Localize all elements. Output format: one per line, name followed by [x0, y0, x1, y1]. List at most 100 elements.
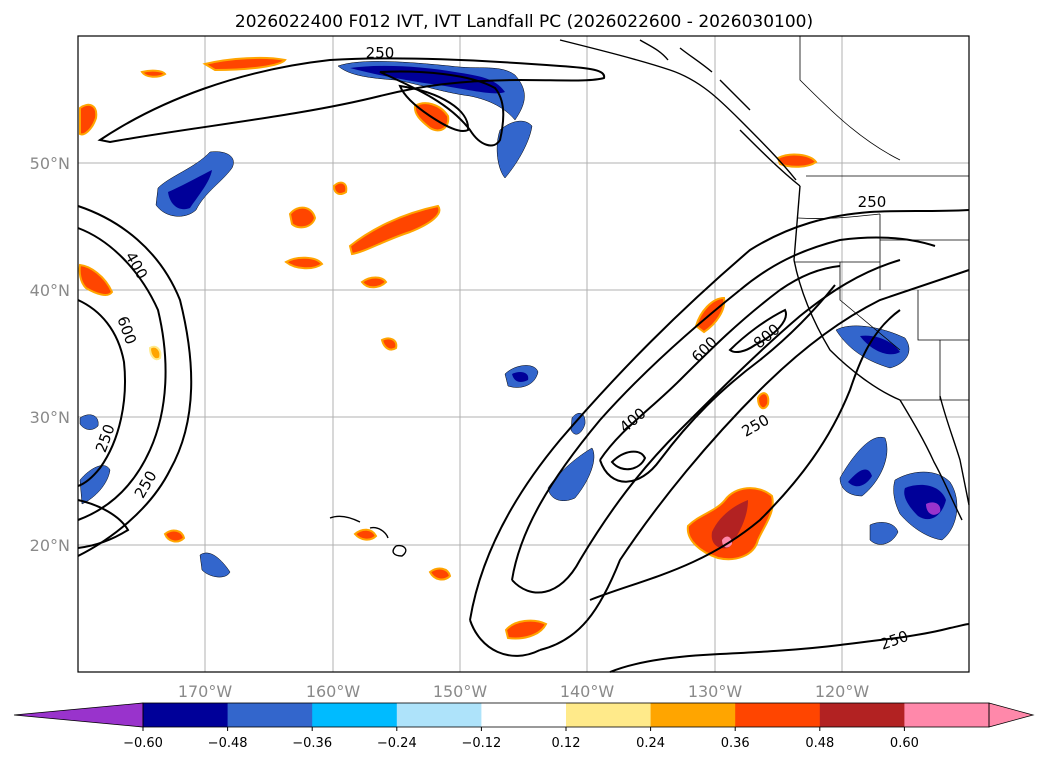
contour-600-west [77, 299, 126, 487]
lat-label-40n: 40°N [30, 281, 70, 300]
neg-anomaly-subtropic-1 [547, 447, 595, 501]
colorbar-segment [819, 703, 905, 727]
pos-anomaly-mid-5 [380, 337, 398, 351]
border-nv-ut [917, 290, 969, 341]
border-ca-nv [839, 262, 901, 351]
contour-250-east-outer [469, 209, 970, 621]
pos-anomaly-sw [163, 529, 186, 543]
pos-anomaly-mid-4 [360, 276, 388, 289]
pos-anomaly-subtropic-core [711, 500, 748, 549]
pos-anomaly-northwest [79, 103, 98, 136]
neg-anomaly-west-edge-2 [79, 414, 99, 430]
colorbar-tick-label: 0.60 [890, 736, 919, 751]
colorbar-segment [143, 703, 229, 727]
coastlines [329, 39, 970, 557]
colorbar-segment [227, 703, 313, 727]
colorbar-tick-label: −0.12 [461, 736, 501, 751]
lon-label-170w: 170°W [178, 682, 233, 701]
colorbar-extend-low [13, 702, 144, 728]
border-wa-or [797, 213, 881, 219]
contour-400-west [77, 227, 167, 521]
contour-400-east [511, 236, 936, 581]
colorbar-segment [312, 703, 398, 727]
colorbar-segment [481, 703, 567, 727]
coast-alaska-south [559, 39, 797, 181]
pos-anomaly-mid-2 [348, 204, 441, 256]
contour-250-east-inner [469, 619, 541, 657]
neg-anomaly-gulf-alaska [337, 61, 525, 121]
neg-anomaly-baja-1-core [848, 469, 872, 487]
neg-anomaly-gulf-alaska-core [350, 65, 505, 94]
contour-label: 250 [366, 44, 395, 62]
political-borders [794, 36, 969, 401]
colorbar-tick-label: 0.12 [552, 736, 581, 751]
pos-anomaly-west-edge [78, 263, 114, 296]
contour-250-sw-loop [589, 309, 901, 601]
pos-anomaly-mid-1 [288, 206, 317, 229]
colorbar-tick-label: 0.36 [721, 736, 750, 751]
coast-british-columbia [739, 129, 801, 187]
neg-anomaly-alaska-coast [496, 120, 533, 179]
neg-anomaly-west-edge [79, 465, 111, 505]
pc-shading [78, 56, 958, 640]
contour-250-north-inner [379, 70, 505, 147]
contour-250-north-outer [97, 57, 606, 144]
coast-california [793, 259, 901, 401]
contour-250-west-outer-south [77, 499, 130, 549]
pos-anomaly-bc [776, 153, 818, 168]
neg-anomaly-west-north-core [168, 170, 212, 210]
contour-600-east-inner [599, 284, 836, 483]
pos-anomaly-south-2 [428, 567, 452, 581]
pos-anomaly-north-band [202, 56, 287, 72]
pos-anomaly-hawaii [353, 528, 378, 541]
lon-label-150w: 150°W [433, 682, 488, 701]
pos-anomaly-mid-3 [284, 256, 324, 270]
colorbar-segment [904, 703, 990, 727]
contour-250-east-lower [539, 269, 970, 651]
longitude-labels: 170°W 160°W 150°W 140°W 130°W 120°W [178, 682, 870, 701]
pos-anomaly-mid-6 [332, 181, 348, 195]
neg-anomaly-mid-pacific-core [512, 372, 529, 382]
graticule [78, 36, 969, 672]
colorbar-segment [566, 703, 652, 727]
figure-title: 2026022400 F012 IVT, IVT Landfall PC (20… [235, 12, 813, 32]
border-bc-alaska [799, 36, 901, 161]
neg-anomaly-hawaii-sw [199, 552, 231, 578]
pos-anomaly-south [504, 619, 548, 640]
colorbar-segment [396, 703, 482, 727]
neg-anomaly-mexico [869, 522, 899, 545]
contour-800-east [728, 308, 787, 354]
neg-anomaly-baja-2-peak [926, 502, 941, 515]
neg-anomaly-california-core [860, 335, 900, 355]
coast-hawaii [329, 515, 407, 557]
lon-label-140w: 140°W [560, 682, 615, 701]
contour-250-west [77, 205, 193, 557]
coast-washington-oregon [793, 185, 801, 261]
contour-600-east [599, 265, 841, 461]
colorbar-tick-label: −0.36 [292, 736, 332, 751]
contour-label: 250 [858, 193, 887, 211]
colorbar-tick-label: −0.24 [377, 736, 417, 751]
contour-400-loop [610, 450, 647, 471]
lon-label-120w: 120°W [815, 682, 870, 701]
ivt-contours [77, 57, 970, 673]
colorbar: −0.60 −0.48 −0.36 −0.24 −0.12 0.12 0.24 0.36 0.4… [13, 702, 1035, 751]
lon-label-130w: 130°W [688, 682, 743, 701]
map-frame [77, 35, 970, 673]
pos-anomaly-west-2 [148, 345, 162, 361]
colorbar-tick-label: 0.24 [636, 736, 665, 751]
colorbar-segment [650, 703, 736, 727]
colorbar-tick-label: −0.60 [123, 736, 163, 751]
lat-label-50n: 50°N [30, 154, 70, 173]
colorbar-extend-high [988, 702, 1035, 728]
coast-baja-gulf [939, 395, 970, 506]
colorbar-segment [735, 703, 821, 727]
lon-label-160w: 160°W [306, 682, 361, 701]
coast-baja [899, 399, 963, 521]
neg-anomaly-subtropic-2 [570, 412, 586, 435]
pos-anomaly-coast-1 [756, 392, 770, 410]
colorbar-tick-label: 0.48 [805, 736, 834, 751]
contour-250-north-alaska [398, 84, 470, 132]
colorbar-tick-label: −0.48 [208, 736, 248, 751]
